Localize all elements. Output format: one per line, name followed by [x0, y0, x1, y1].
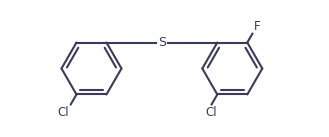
- Text: Cl: Cl: [57, 106, 68, 119]
- Text: F: F: [254, 20, 260, 33]
- Text: S: S: [158, 36, 166, 49]
- Text: Cl: Cl: [206, 106, 217, 119]
